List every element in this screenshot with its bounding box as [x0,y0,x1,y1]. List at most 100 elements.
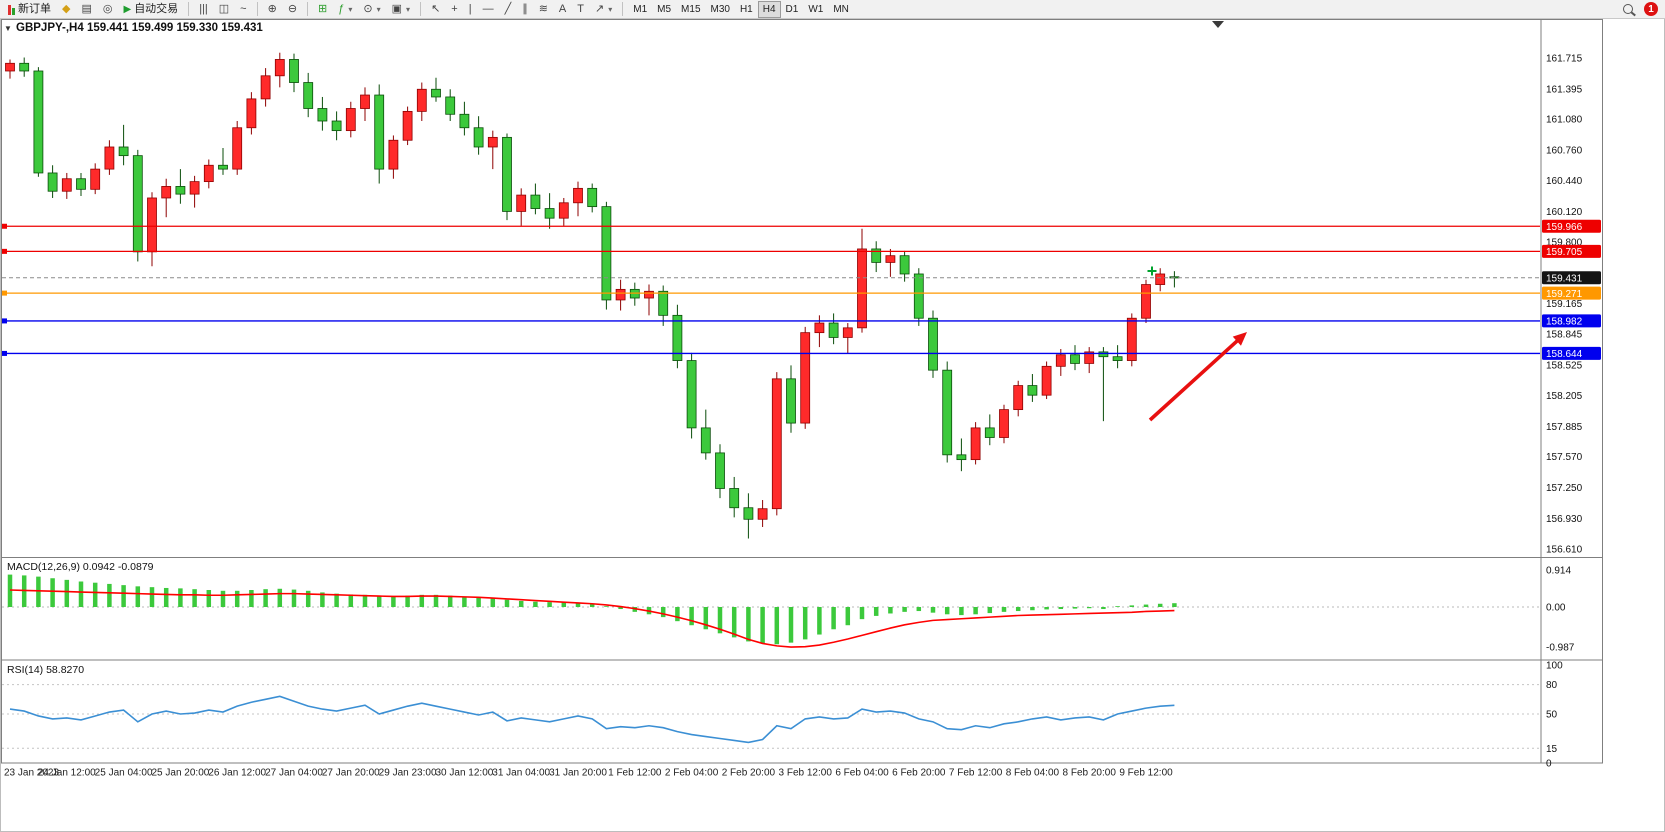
level-anchor[interactable] [2,223,7,229]
ohlc-bars-button[interactable]: ||| [194,1,213,18]
fibonacci-icon: ≋ [538,2,548,15]
candle-body [885,255,896,263]
time-axis-label: 30 Jan 12:00 [435,768,493,779]
chart-window-frame [0,18,1665,832]
candle-body [842,327,853,338]
price-axis-label: 158.525 [1546,360,1583,371]
tile-windows-button[interactable]: ⊞ [313,1,332,18]
time-axis-label: 8 Feb 20:00 [1063,768,1117,779]
time-axis-label: 27 Jan 20:00 [322,768,380,779]
templates-button[interactable]: ▣ ▾ [387,1,415,18]
level-anchor[interactable] [2,248,7,254]
candle-body [459,113,470,129]
timeframe-button-m30[interactable]: M30 [706,1,735,18]
data-window-button[interactable]: ▤ [76,1,96,18]
timeframe-button-d1[interactable]: D1 [781,1,804,18]
candle-body [1098,351,1109,358]
candle-body [1084,351,1095,364]
market-watch-button[interactable]: ◆ [57,1,75,18]
candle-body [189,181,200,195]
timeframe-button-mn[interactable]: MN [828,1,854,18]
candle-body [800,332,811,424]
cursor-tool-button[interactable]: ↖ [426,1,445,18]
fibonacci-tool-button[interactable]: ≋ [534,1,553,18]
timeframe-button-m1[interactable]: M1 [628,1,652,18]
timeframe-button-m5[interactable]: M5 [652,1,676,18]
vertical-line-tool-button[interactable]: | [464,1,477,18]
line-chart-button[interactable]: ~ [235,1,251,18]
timeframe-button-h1[interactable]: H1 [735,1,758,18]
rsi-panel-border[interactable] [1,659,1603,764]
horizontal-line-tool-button[interactable]: — [478,1,499,18]
rsi-axis-label: 15 [1546,744,1558,755]
templates-icon: ▣ [391,2,403,15]
notification-badge[interactable]: 1 [1644,2,1658,16]
navigator-button[interactable]: ◎ [98,1,118,18]
arrows-tool-button[interactable]: ↗ ▾ [590,1,617,18]
macd-axis-label: -0.987 [1546,642,1575,653]
timeframe-button-m15[interactable]: M15 [676,1,705,18]
new-order-button[interactable]: 新订单 [3,1,56,18]
candle-body [587,187,598,208]
candle-body [1141,284,1151,319]
new-order-icon [8,4,15,15]
trend-arrow-head[interactable] [1232,332,1247,346]
collapse-arrow-icon[interactable]: ▼ [4,24,12,33]
time-axis-label: 3 Feb 12:00 [779,768,833,779]
crosshair-tool-button[interactable]: + [446,1,462,18]
time-axis-label: 25 Jan 04:00 [95,768,153,779]
autotrading-button[interactable]: ▶ 自动交易 [118,1,183,18]
level-anchor[interactable] [2,318,7,324]
zoom-out-icon: ⊖ [287,2,298,15]
candle-body [445,96,456,115]
zoom-out-button[interactable]: ⊖ [283,1,302,18]
price-axis-label: 160.760 [1546,145,1583,156]
trendline-tool-button[interactable]: ╱ [500,1,517,18]
rsi-axis-label: 0 [1546,759,1552,770]
candle-body [76,178,86,190]
chart-shift-marker[interactable] [1212,21,1224,28]
macd-label: MACD(12,26,9) 0.0942 -0.0879 [7,561,154,573]
time-axis-label: 6 Feb 04:00 [835,768,889,779]
level-anchor[interactable] [2,290,7,296]
candle-body [558,202,569,219]
timeframe-toolbar: M1 M5 M15 M30 H1 H4 D1 W1 MN [628,0,854,18]
trend-arrow-shaft[interactable] [1148,335,1244,422]
indicators-button[interactable]: ƒ ▾ [333,1,357,18]
candlestick-series [5,52,1180,539]
text-tool-button[interactable]: A [554,1,571,18]
label-tool-button[interactable]: T [572,1,589,18]
time-axis-label: 2 Feb 04:00 [665,768,719,779]
candle-body [729,488,740,509]
candle-body [317,108,328,122]
time-axis-label: 1 Feb 12:00 [608,768,662,779]
toolbar-right-group: 1 [1618,1,1662,18]
candle-body [928,317,938,371]
candle-body [104,146,115,170]
periods-button[interactable]: ⊙ ▾ [358,1,385,18]
chart-title: GBPJPY-,H4 159.441 159.499 159.330 159.4… [16,22,263,34]
horizontal-line-icon: — [482,2,494,15]
candle-body [1070,354,1080,364]
candle-body [416,88,427,112]
market-watch-icon: ◆ [62,2,71,15]
timeframe-button-w1[interactable]: W1 [803,1,828,18]
channel-tool-button[interactable]: ∥ [517,1,533,18]
candle-body [90,168,101,190]
candle-body [814,322,825,334]
candle-body [672,314,683,361]
candle-body [516,194,527,212]
level-anchor[interactable] [2,350,7,356]
candle-body [771,378,782,510]
candlestick-chart-button[interactable]: ◫ [214,1,234,18]
candle-body [601,206,612,301]
search-button[interactable] [1618,1,1638,18]
candle-body [61,178,72,192]
toolbar-separator [622,2,624,16]
main-toolbar: 新订单 ◆ ▤ ◎ ▶ 自动交易 ||| ◫ ~ ⊕ ⊖ [0,0,1665,19]
timeframe-button-h4[interactable]: H4 [757,0,781,18]
zoom-in-button[interactable]: ⊕ [263,1,282,18]
candle-body [47,172,58,192]
price-badge-label: 159.271 [1546,289,1583,300]
